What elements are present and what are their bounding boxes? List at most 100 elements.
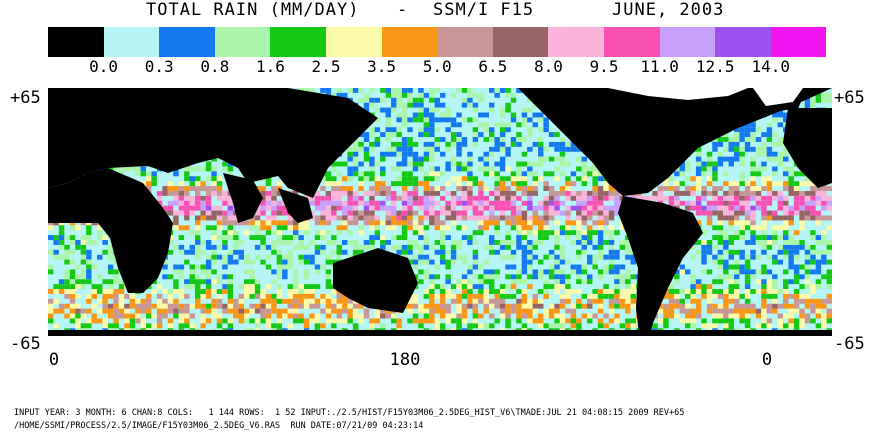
rain-cell <box>369 190 375 196</box>
rain-cell <box>755 313 762 319</box>
rain-cell <box>146 323 152 329</box>
rain-cell <box>385 132 391 138</box>
rain-cell <box>167 274 174 280</box>
rain-cell <box>211 244 217 250</box>
rain-cell <box>282 210 288 216</box>
rain-cell <box>674 303 680 309</box>
rain-cell <box>695 284 702 290</box>
rain-cell <box>527 186 533 191</box>
rain-cell <box>195 176 201 182</box>
rain-cell <box>331 200 337 206</box>
rain-cell <box>750 240 756 245</box>
rain-cell <box>516 279 522 285</box>
rain-cell <box>804 318 811 324</box>
rain-cell <box>227 171 234 177</box>
rain-cell <box>178 210 185 216</box>
rain-cell <box>804 254 811 260</box>
rain-cell <box>325 200 332 206</box>
rain-cell <box>467 171 473 177</box>
rain-cell <box>461 259 468 265</box>
rain-cell <box>173 186 179 191</box>
rain-cell <box>712 171 718 177</box>
rain-cell <box>777 303 783 309</box>
rain-cell <box>347 254 353 260</box>
rain-cell <box>97 298 103 304</box>
rain-cell <box>380 240 386 245</box>
rain-cell <box>325 308 332 314</box>
rain-cell <box>298 235 304 241</box>
rain-cell <box>810 269 816 275</box>
rain-cell <box>358 225 364 231</box>
rain-cell <box>401 117 408 123</box>
rain-cell <box>772 166 778 172</box>
rain-cell <box>788 235 794 241</box>
rain-cell <box>244 279 250 285</box>
rain-cell <box>576 225 582 231</box>
rain-cell <box>788 181 794 187</box>
rain-cell <box>298 298 304 304</box>
rain-cell <box>418 102 424 108</box>
rain-cell <box>527 132 533 138</box>
rain-cell <box>734 274 740 280</box>
rain-cell <box>744 225 751 231</box>
rain-cell <box>233 220 239 226</box>
rain-cell <box>271 249 277 255</box>
rain-cell <box>723 244 729 250</box>
rain-cell <box>216 244 223 250</box>
rain-cell <box>712 259 718 265</box>
rain-cell <box>314 303 321 309</box>
rain-cell <box>80 244 87 250</box>
rain-cell <box>744 127 751 133</box>
rain-cell <box>456 181 462 187</box>
rain-cell <box>211 215 217 221</box>
rain-cell <box>701 293 707 299</box>
rain-cell <box>489 146 495 152</box>
rain-cell <box>538 289 544 294</box>
rain-cell <box>815 215 822 221</box>
rain-cell <box>516 289 522 294</box>
rain-cell <box>712 313 718 319</box>
rain-cell <box>374 308 381 314</box>
rain-cell <box>750 132 756 138</box>
rain-cell <box>478 313 484 319</box>
rain-cell <box>434 127 440 133</box>
rain-cell <box>271 230 277 236</box>
rain-cell <box>58 235 65 241</box>
rain-cell <box>227 200 234 206</box>
rain-cell <box>227 220 234 226</box>
rain-cell <box>766 254 773 260</box>
rain-cell <box>320 235 326 241</box>
legend-swatch <box>325 27 382 57</box>
rain-cell <box>788 171 794 177</box>
rain-cell <box>325 240 332 245</box>
rain-cell <box>750 303 756 309</box>
rain-cell <box>548 313 555 319</box>
rain-cell <box>380 220 386 226</box>
rain-cell <box>516 298 522 304</box>
rain-cell <box>472 284 479 290</box>
rain-cell <box>728 225 734 231</box>
rain-cell <box>734 186 740 191</box>
rain-cell <box>734 200 740 206</box>
rain-cell <box>276 289 283 294</box>
rain-cell <box>325 230 332 236</box>
rain-cell <box>216 205 223 211</box>
rain-cell <box>195 249 201 255</box>
rain-cell <box>309 289 315 294</box>
rain-cell <box>331 210 337 216</box>
rain-cell <box>723 318 729 324</box>
rain-cell <box>739 220 745 226</box>
rain-cell <box>744 137 751 142</box>
rain-cell <box>167 200 174 206</box>
rain-cell <box>712 141 718 147</box>
rain-cell <box>603 293 609 299</box>
rain-cell <box>690 200 696 206</box>
rain-cell <box>505 200 511 206</box>
rain-cell <box>766 132 773 138</box>
rain-cell <box>303 225 310 231</box>
rain-cell <box>162 308 168 314</box>
rain-cell <box>701 284 707 290</box>
rain-cell <box>810 244 816 250</box>
rain-cell <box>347 215 353 221</box>
rain-cell <box>521 269 528 275</box>
